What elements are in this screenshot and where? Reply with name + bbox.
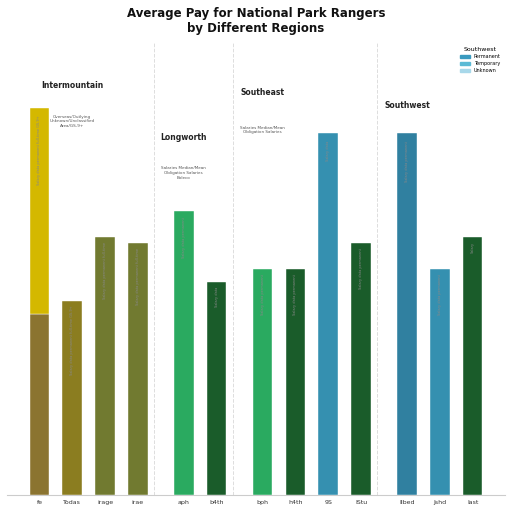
Bar: [253, 269, 272, 495]
Text: Salary data permanent: Salary data permanent: [261, 273, 265, 315]
Text: Salary data permanent: Salary data permanent: [438, 273, 442, 315]
Text: Salary data permanent: Salary data permanent: [182, 217, 186, 258]
Text: Southwest: Southwest: [384, 101, 430, 110]
Bar: [30, 108, 49, 314]
Text: Longworth: Longworth: [161, 133, 207, 142]
Legend: Permanent, Temporary, Unknown: Permanent, Temporary, Unknown: [458, 46, 503, 75]
Text: Salaries Median/Mean
Obligation Salaries: Salaries Median/Mean Obligation Salaries: [240, 126, 285, 135]
Title: Average Pay for National Park Rangers
by Different Regions: Average Pay for National Park Rangers by…: [127, 7, 385, 35]
Text: Salary data permanent: Salary data permanent: [359, 248, 363, 289]
Text: Salary data: Salary data: [326, 141, 330, 161]
Bar: [174, 211, 194, 495]
Text: Salaries Median/Mean
Obligation Salaries
Boleco: Salaries Median/Mean Obligation Salaries…: [161, 166, 206, 180]
Bar: [351, 243, 371, 495]
Bar: [207, 282, 226, 495]
Bar: [95, 237, 115, 495]
Bar: [30, 314, 49, 495]
Text: Salary data: Salary data: [215, 286, 219, 307]
Bar: [463, 237, 482, 495]
Text: Salary data permanent full-time GS-9+: Salary data permanent full-time GS-9+: [70, 305, 74, 375]
Text: Salary data permanent full-time: Salary data permanent full-time: [136, 248, 140, 305]
Bar: [397, 134, 417, 495]
Bar: [128, 243, 148, 495]
Bar: [62, 302, 82, 495]
Text: Intermountain: Intermountain: [41, 81, 103, 90]
Text: Salary data permanent: Salary data permanent: [293, 273, 297, 315]
Text: Salary data permanent full-time GS-9+: Salary data permanent full-time GS-9+: [37, 115, 41, 185]
Bar: [318, 134, 338, 495]
Text: Salary data permanent full-time: Salary data permanent full-time: [103, 242, 107, 299]
Text: Salary data permanent: Salary data permanent: [405, 141, 409, 182]
Bar: [286, 269, 305, 495]
Text: Southeast: Southeast: [241, 88, 285, 97]
Bar: [430, 269, 450, 495]
Text: Overseas/Outlying
Unknown/Unclassified
Area/GS-9+: Overseas/Outlying Unknown/Unclassified A…: [50, 115, 95, 128]
Text: Salary: Salary: [471, 242, 475, 253]
